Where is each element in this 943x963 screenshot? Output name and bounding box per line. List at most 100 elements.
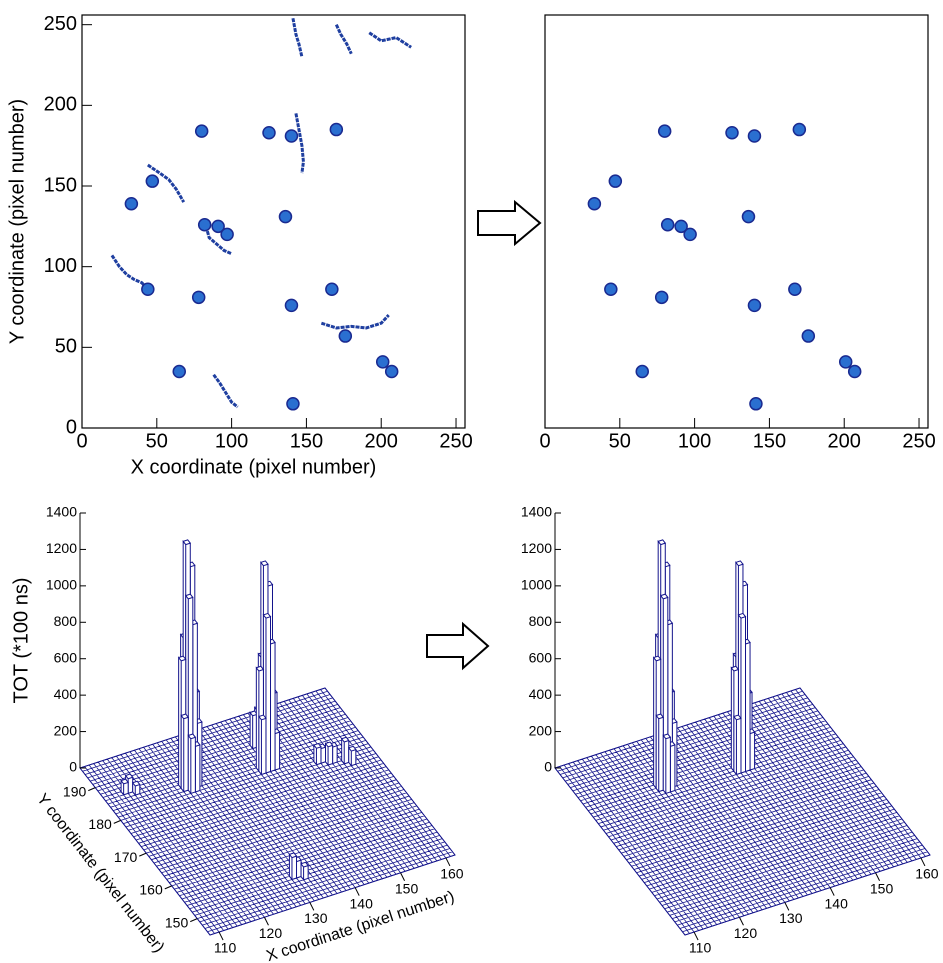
x-axis-title: X coordinate (pixel number) [131, 456, 377, 478]
track [334, 24, 353, 55]
column [313, 742, 322, 767]
cluster [197, 217, 212, 232]
x-tick-label: 160 [440, 866, 464, 882]
x-tick [263, 916, 269, 926]
cluster [660, 217, 675, 232]
x-tick [829, 887, 835, 896]
x-tick-label: 0 [76, 430, 87, 452]
y-tick-label: 180 [88, 816, 112, 832]
column [258, 714, 267, 776]
cluster [635, 364, 649, 379]
z-tick-label: 1400 [521, 504, 552, 520]
y-tick [164, 885, 172, 890]
z-axis-title: TOT (*100 ns) [10, 578, 32, 704]
cluster [211, 219, 225, 234]
cluster [172, 364, 186, 379]
y-tick-label: 190 [63, 783, 87, 799]
x-tick-label: 0 [539, 430, 550, 452]
cluster [587, 197, 602, 211]
y-tick-label: 160 [139, 882, 163, 898]
z-tick-label: 800 [54, 613, 78, 629]
x-tick-label: 130 [779, 910, 803, 926]
cluster [847, 364, 862, 379]
x-tick-label: 160 [915, 866, 939, 882]
x-tick-label: 150 [290, 430, 323, 452]
cluster [747, 298, 762, 313]
x-tick [354, 887, 360, 896]
z-tick-label: 1000 [521, 577, 552, 593]
cluster [284, 298, 299, 313]
x-tick [309, 902, 315, 911]
cluster [654, 290, 669, 305]
track [212, 373, 239, 409]
cluster [801, 329, 816, 343]
z-tick-label: 600 [529, 649, 553, 665]
x-tick [875, 872, 881, 882]
z-tick-label: 1400 [46, 504, 77, 520]
cluster [749, 397, 763, 411]
y-tick-label: 200 [44, 94, 77, 116]
column [120, 778, 130, 797]
cluster [725, 126, 739, 140]
cluster [329, 122, 344, 137]
cluster [384, 364, 399, 379]
column [662, 733, 672, 795]
x-tick-label: 100 [215, 430, 248, 452]
cluster [191, 290, 206, 305]
y-tick [113, 819, 121, 824]
cluster [788, 282, 802, 297]
y-tick-label: 50 [55, 336, 77, 358]
x-tick-label: 150 [870, 880, 894, 896]
track [294, 113, 305, 174]
cluster [683, 227, 697, 242]
cluster [375, 355, 390, 369]
x-tick [738, 916, 744, 926]
cluster [338, 329, 353, 343]
x-tick [920, 857, 926, 867]
cluster [262, 126, 276, 140]
cluster [325, 282, 339, 297]
y-tick [88, 787, 96, 792]
x-tick [693, 931, 699, 941]
base-mesh [79, 687, 456, 936]
x-tick-label: 50 [609, 430, 631, 452]
y-tick-label: 150 [44, 174, 77, 196]
track [146, 163, 186, 203]
y-tick-label: 100 [44, 255, 77, 277]
column [340, 736, 350, 766]
x-tick-label: 250 [902, 430, 935, 452]
plot-frame [81, 14, 466, 429]
x-tick [218, 931, 224, 941]
y-tick-label: 150 [165, 914, 189, 930]
cluster [145, 174, 160, 188]
cluster [124, 197, 139, 211]
arrow [477, 199, 542, 247]
x-tick [445, 857, 451, 867]
z-tick-label: 0 [69, 759, 77, 775]
z-tick-label: 200 [529, 722, 553, 738]
x-tick-label: 200 [365, 430, 398, 452]
column [300, 861, 309, 882]
track [368, 31, 412, 49]
z-tick-label: 0 [544, 759, 552, 775]
x-tick-label: 150 [395, 880, 419, 896]
z-tick-label: 200 [54, 722, 78, 738]
x-tick-label: 250 [439, 430, 472, 452]
z-tick-label: 400 [529, 686, 553, 702]
column [288, 852, 298, 881]
z-tick-label: 600 [54, 649, 78, 665]
x-tick-label: 120 [734, 925, 758, 941]
x-tick-label: 110 [689, 940, 712, 956]
x-tick-label: 150 [753, 430, 786, 452]
cluster [220, 227, 234, 242]
plot-frame [544, 14, 929, 429]
y-axis-title: Y coordinate (pixel number) [6, 99, 28, 344]
z-tick-label: 1000 [46, 577, 77, 593]
track [110, 254, 151, 292]
x-tick [784, 902, 790, 911]
column [655, 713, 665, 794]
y-tick-label: 170 [114, 849, 138, 865]
z-tick-label: 800 [529, 613, 553, 629]
column [180, 713, 190, 794]
